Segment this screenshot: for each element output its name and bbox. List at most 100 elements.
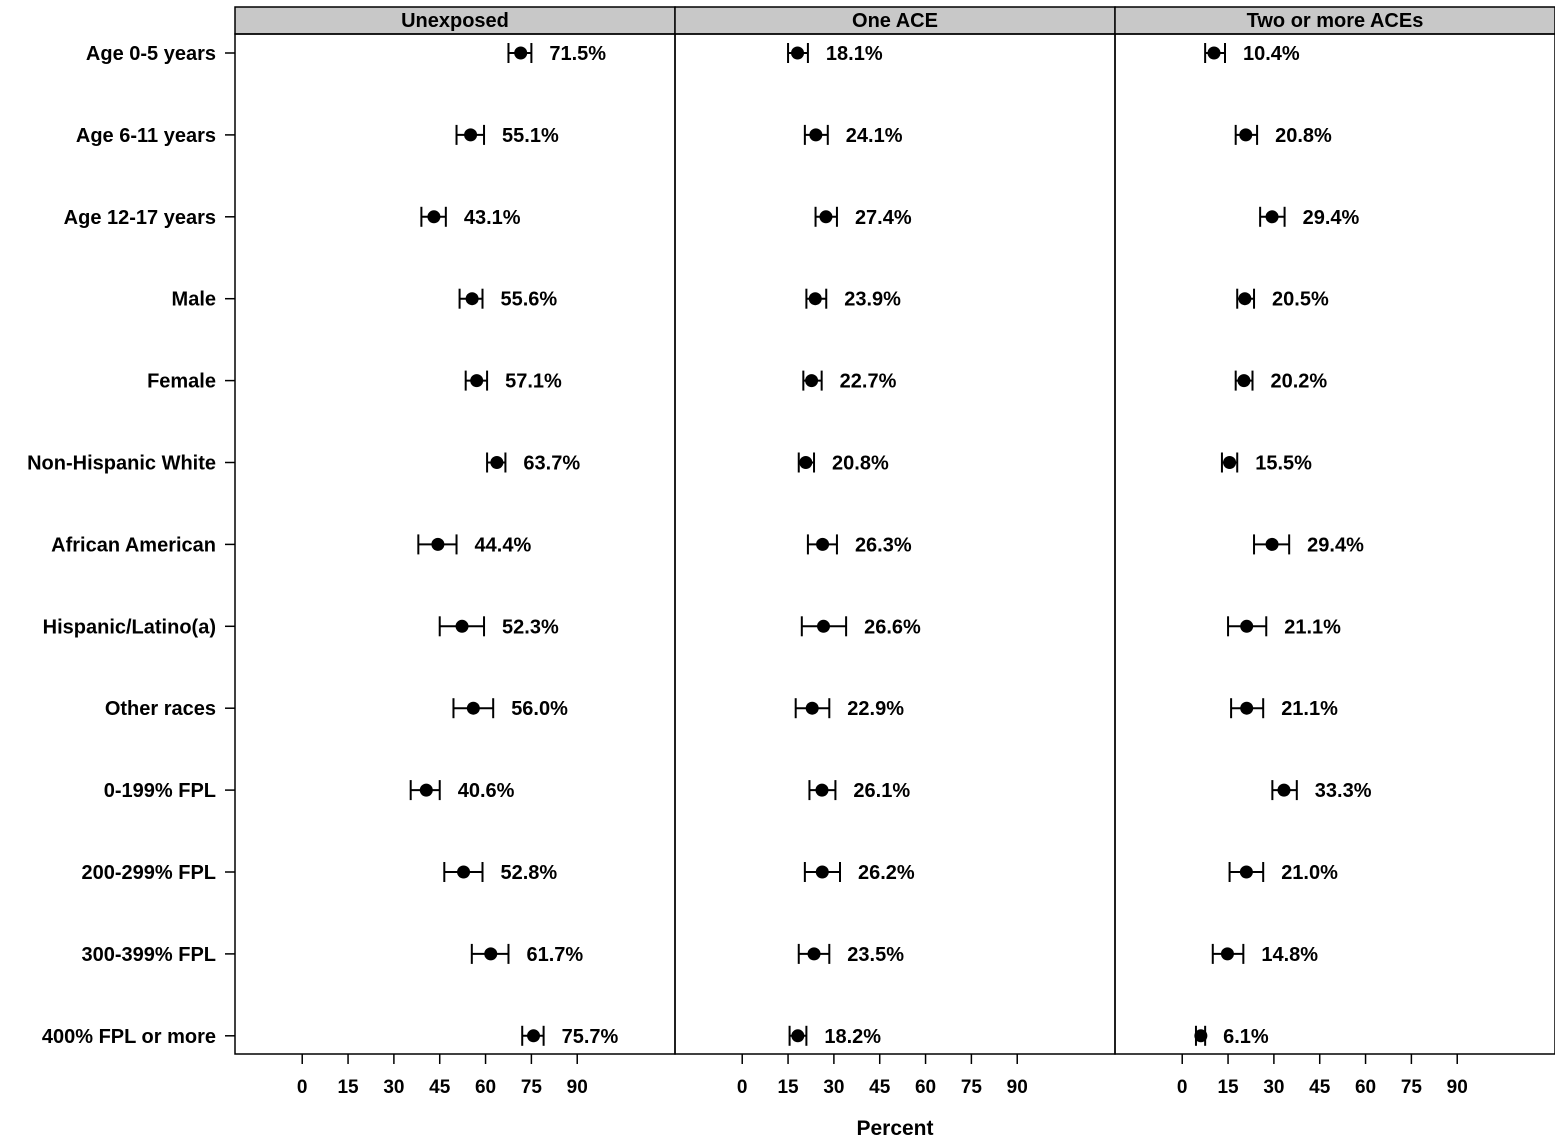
estimate-point — [457, 865, 471, 879]
estimate-point — [819, 210, 833, 224]
data-label: 29.4% — [1303, 207, 1360, 229]
data-label: 20.8% — [832, 453, 889, 475]
data-label: 26.6% — [864, 616, 921, 638]
estimate-point — [791, 46, 805, 60]
x-tick-label: 45 — [429, 1077, 451, 1098]
estimate-point — [1239, 128, 1253, 142]
category-label: 400% FPL or more — [42, 1026, 216, 1048]
data-label: 14.8% — [1261, 944, 1318, 966]
data-label: 21.1% — [1284, 616, 1341, 638]
x-tick-label: 75 — [521, 1077, 543, 1098]
data-label: 21.0% — [1281, 862, 1338, 884]
estimate-point — [805, 374, 819, 388]
x-tick-label: 90 — [1447, 1077, 1468, 1098]
data-label: 43.1% — [464, 207, 521, 229]
estimate-point — [1265, 210, 1279, 224]
data-label: 26.2% — [858, 862, 915, 884]
estimate-point — [1223, 456, 1237, 469]
estimate-point — [470, 374, 484, 388]
data-label: 71.5% — [549, 43, 606, 65]
data-label: 6.1% — [1223, 1026, 1269, 1048]
estimate-point — [427, 210, 441, 224]
data-label: 26.3% — [855, 534, 912, 556]
data-label: 55.1% — [502, 125, 559, 147]
estimate-point — [817, 619, 830, 633]
estimate-point — [1240, 619, 1254, 633]
data-label: 10.4% — [1243, 43, 1300, 65]
estimate-point — [791, 1029, 805, 1043]
data-label: 55.6% — [501, 289, 558, 311]
category-labels: Age 0-5 years Age 6-11 years Age 12-17 yea… — [27, 43, 235, 1048]
x-tick-label: 90 — [1007, 1077, 1028, 1098]
estimate-point — [1237, 374, 1251, 388]
estimate-point — [816, 537, 830, 551]
category-label: Male — [172, 289, 216, 311]
category-label: Age 12-17 years — [64, 207, 216, 229]
estimate-point — [807, 947, 821, 961]
data-label: 29.4% — [1307, 534, 1364, 556]
data-label: 23.9% — [844, 289, 901, 311]
category-label: Age 6-11 years — [76, 125, 216, 147]
estimate-point — [490, 456, 504, 469]
estimate-point — [805, 701, 819, 715]
x-axis-title: Percent — [856, 1117, 933, 1137]
estimate-point — [455, 619, 469, 633]
panels-layer: Unexposed 0 15 30 45 60 75 90 One ACE 0 15 30 45 60 75… — [234, 6, 1555, 1098]
estimate-point — [1220, 947, 1234, 961]
panel-frame — [1114, 33, 1555, 1055]
data-label: 20.2% — [1271, 371, 1328, 393]
data-label: 63.7% — [523, 453, 580, 475]
data-label: 20.8% — [1275, 125, 1332, 147]
panel-header-bg — [1114, 6, 1555, 35]
estimate-point — [484, 947, 498, 961]
data-label: 52.8% — [501, 862, 558, 884]
x-tick-label: 15 — [1217, 1077, 1239, 1098]
estimate-point — [1239, 865, 1253, 879]
x-tick-label: 75 — [961, 1077, 983, 1098]
panel-header-title: Unexposed — [401, 10, 509, 32]
data-label: 33.3% — [1315, 780, 1372, 802]
estimate-point — [466, 701, 480, 715]
x-tick-label: 0 — [737, 1077, 748, 1098]
data-label: 57.1% — [505, 371, 562, 393]
category-label: Age 0-5 years — [86, 43, 216, 65]
x-tick-label: 60 — [915, 1077, 936, 1098]
estimate-point — [514, 46, 528, 60]
x-tick-label: 0 — [297, 1077, 308, 1098]
x-tick-label: 15 — [777, 1077, 799, 1098]
estimate-point — [1240, 701, 1254, 715]
category-label: Other races — [105, 698, 216, 720]
data-label: 24.1% — [846, 125, 903, 147]
estimate-point — [809, 128, 823, 142]
estimate-point — [808, 292, 822, 306]
estimate-point — [799, 456, 813, 469]
estimate-point — [431, 537, 445, 551]
data-marks: 71.5% 55.1% 43.1% 55.6% 57.1% 63.7% 44.4% 52.3%… — [409, 43, 1372, 1048]
data-label: 56.0% — [511, 698, 568, 720]
panel-header-title: Two or more ACEs — [1247, 10, 1424, 32]
data-label: 75.7% — [562, 1026, 619, 1048]
x-tick-label: 30 — [383, 1077, 404, 1098]
estimate-point — [419, 783, 433, 797]
category-label: 300-399% FPL — [81, 944, 216, 966]
x-tick-label: 90 — [567, 1077, 588, 1098]
data-label: 20.5% — [1272, 289, 1329, 311]
data-label: 22.9% — [847, 698, 904, 720]
data-label: 18.1% — [826, 43, 883, 65]
estimate-point — [464, 128, 478, 142]
category-label: 200-299% FPL — [81, 862, 216, 884]
data-label: 23.5% — [847, 944, 904, 966]
data-label: 21.1% — [1281, 698, 1338, 720]
category-label: 0-199% FPL — [104, 780, 216, 802]
data-label: 40.6% — [458, 780, 515, 802]
x-tick-label: 45 — [869, 1077, 891, 1098]
category-label: Non-Hispanic White — [27, 453, 216, 475]
x-tick-label: 75 — [1401, 1077, 1423, 1098]
data-label: 52.3% — [502, 616, 559, 638]
estimate-point — [1277, 783, 1291, 797]
x-tick-label: 0 — [1177, 1077, 1188, 1098]
panel-header-title: One ACE — [852, 10, 938, 32]
data-label: 26.1% — [853, 780, 910, 802]
estimate-point — [1265, 537, 1279, 551]
panel-header-bg — [234, 6, 676, 35]
